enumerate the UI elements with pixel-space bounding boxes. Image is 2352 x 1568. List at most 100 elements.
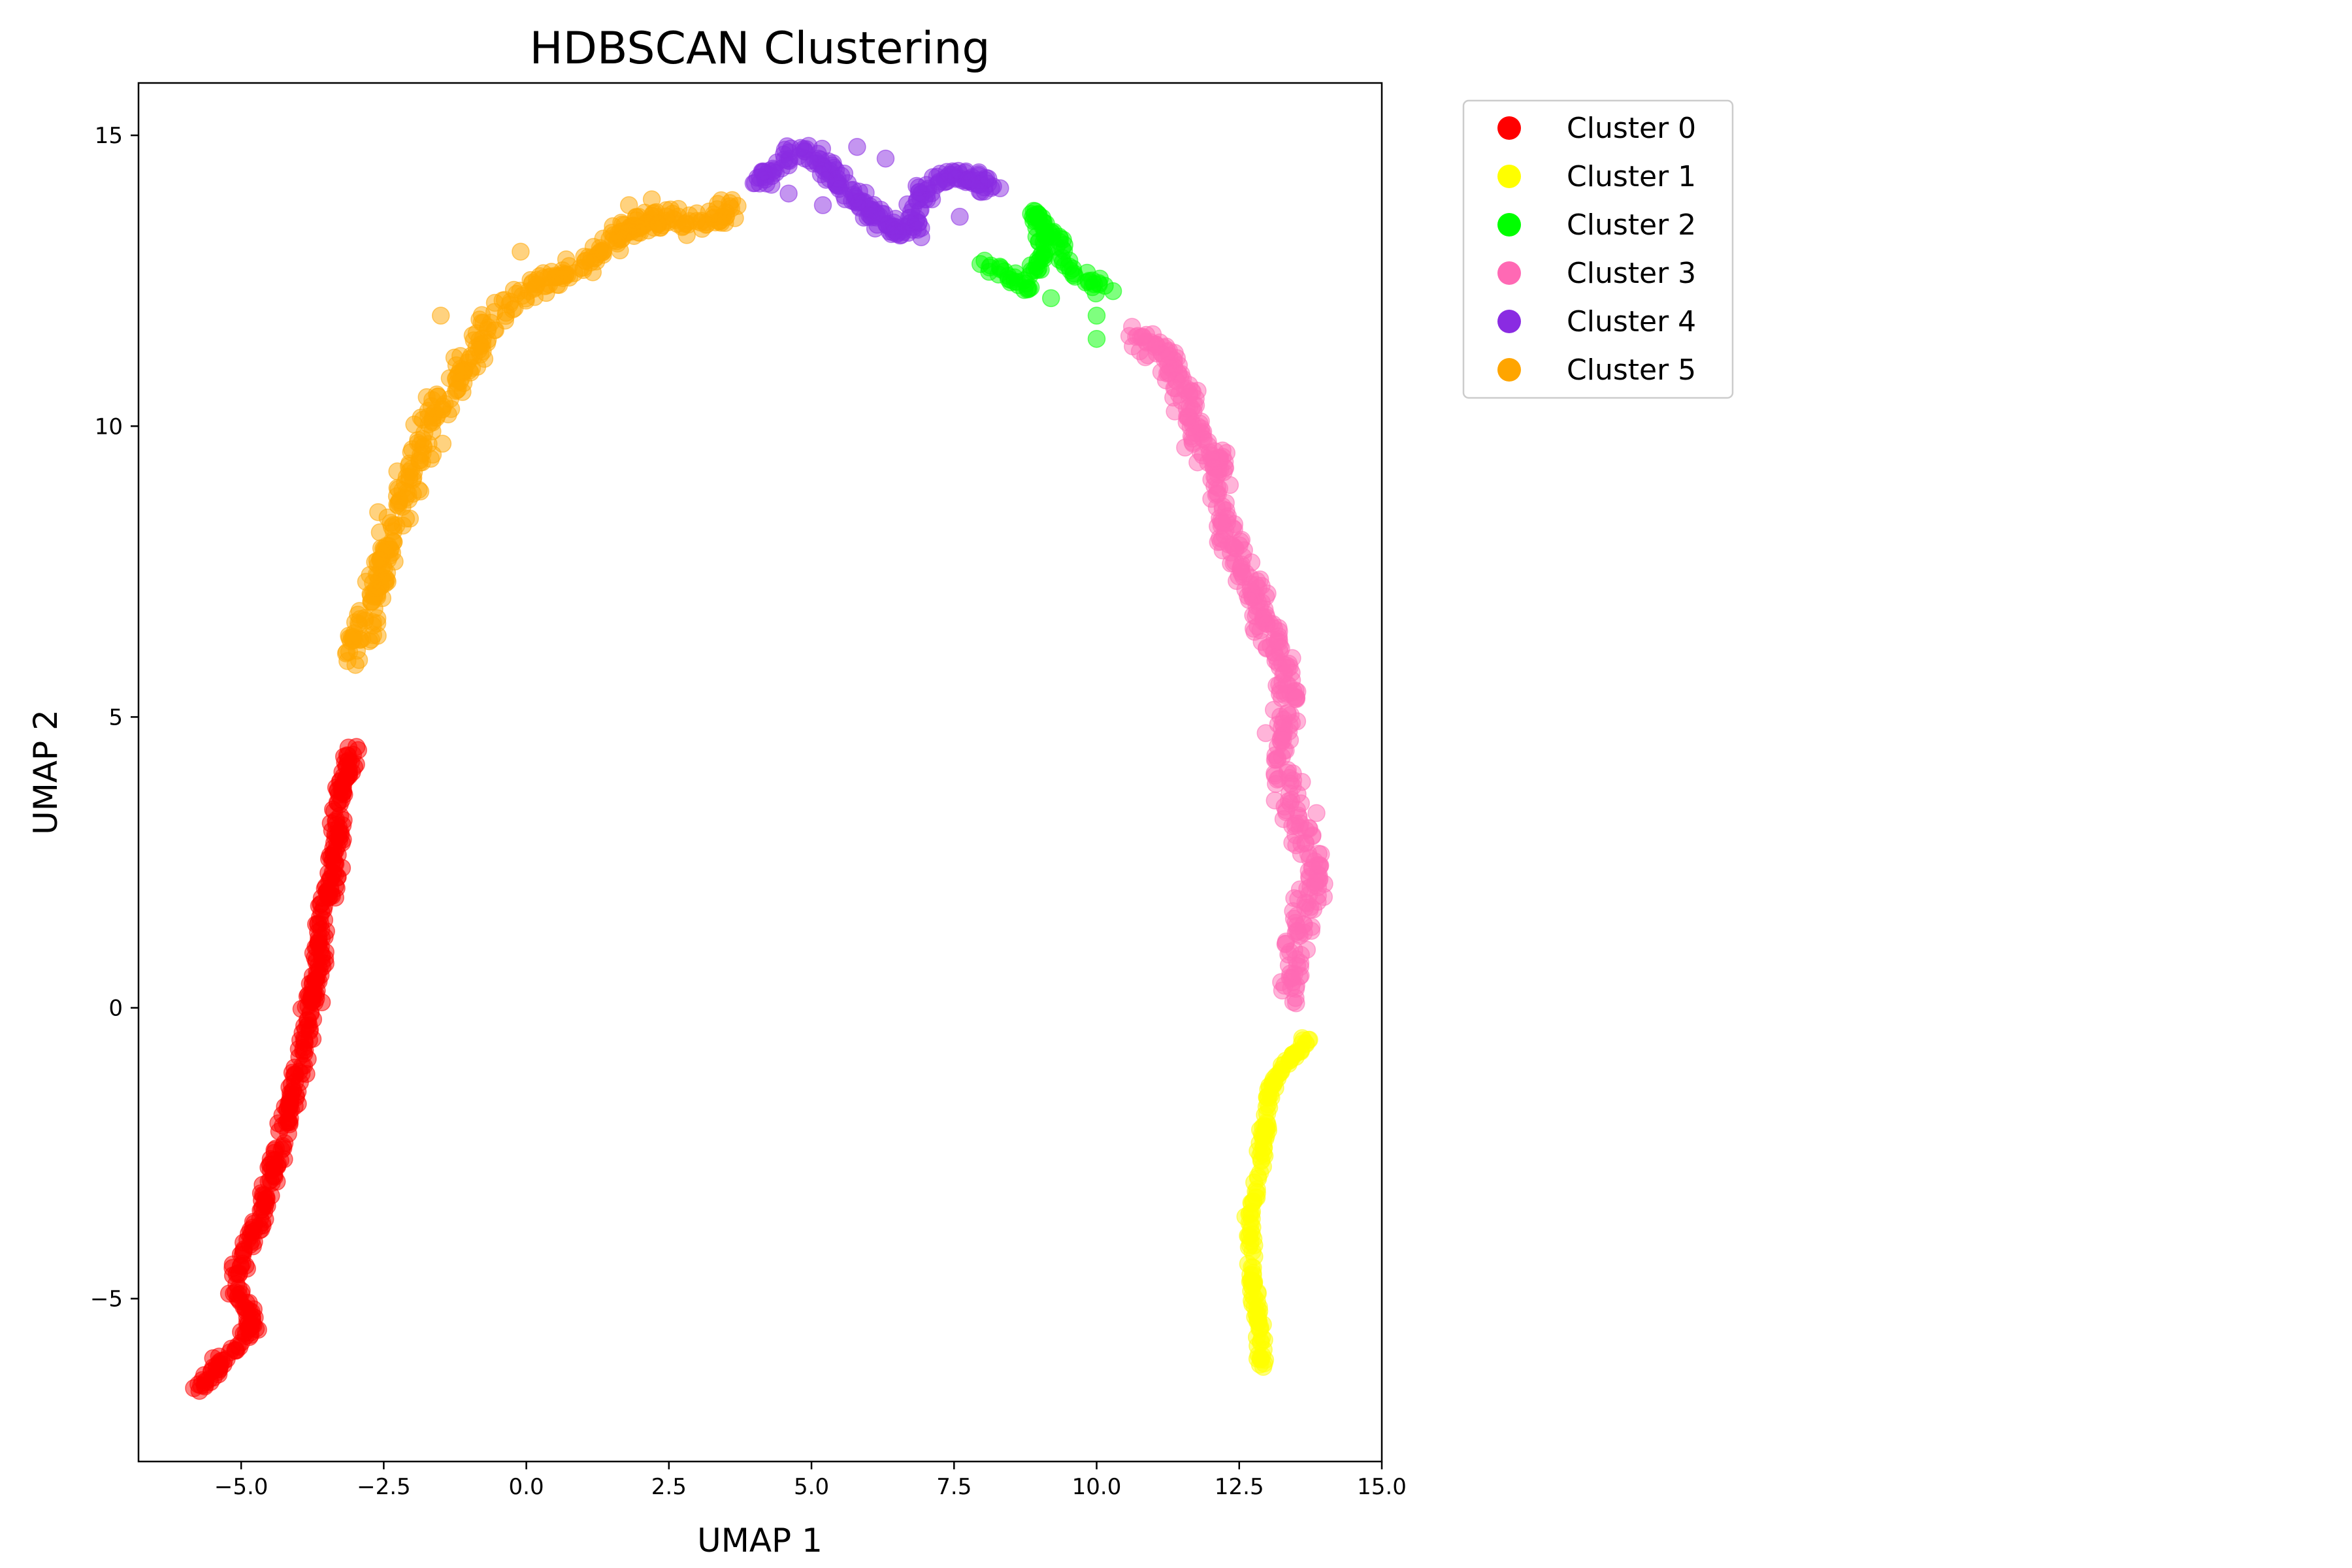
scatter-point (1286, 1045, 1305, 1063)
plot-frame (137, 82, 1383, 1463)
scatter-point (557, 250, 576, 269)
y-tick-label: 15 (95, 123, 123, 149)
scatter-point (1273, 747, 1291, 766)
y-axis: −5 0 5 10 15 (90, 123, 139, 1313)
legend-marker (1497, 358, 1521, 382)
scatter-point (342, 753, 360, 772)
chart-title: HDBSCAN Clustering (529, 23, 990, 74)
scatter-point (1294, 1031, 1313, 1049)
scatter-point (979, 169, 998, 188)
scatter-point (991, 179, 1009, 197)
scatter-point (399, 490, 418, 509)
legend: Cluster 0 Cluster 1 Cluster 2 Cluster 3 Clus… (1462, 99, 1734, 399)
x-axis-title: UMAP 1 (697, 1522, 823, 1560)
scatter-point (876, 149, 895, 168)
scatter-point (203, 1362, 221, 1380)
legend-marker (1497, 116, 1521, 140)
scatter-point (1044, 223, 1063, 241)
legend-label: Cluster 5 (1567, 353, 1696, 387)
scatter-point (447, 356, 466, 374)
scatter-point (832, 167, 851, 185)
scatter-point (1218, 514, 1237, 532)
scatter-point (1207, 498, 1226, 517)
points-layer (185, 137, 1333, 1400)
scatter-point (1287, 690, 1305, 708)
scatter-point (1028, 205, 1047, 223)
scatter-point (717, 206, 736, 225)
y-tick-label: 0 (108, 996, 123, 1022)
scatter-point (431, 306, 450, 325)
scatter-point (338, 643, 356, 662)
scatter-point (382, 514, 400, 532)
scatter-point (860, 206, 879, 224)
x-tick-label: 7.5 (936, 1474, 972, 1500)
scatter-point (1236, 1207, 1254, 1226)
scatter-point (642, 190, 661, 208)
scatter-point (244, 1237, 262, 1256)
scatter-point (1308, 865, 1327, 883)
y-tick-label: 5 (108, 704, 123, 730)
scatter-point (312, 889, 331, 907)
scatter-point (240, 1294, 258, 1312)
scatter-point (380, 540, 399, 559)
scatter-point (369, 503, 387, 521)
series-5 (336, 190, 747, 674)
scatter-point (1041, 289, 1060, 308)
scatter-point (223, 1266, 242, 1284)
scatter-point (1303, 827, 1322, 845)
legend-label: Cluster 1 (1567, 160, 1696, 193)
scatter-point (274, 1137, 292, 1155)
scatter-point (306, 972, 324, 990)
scatter-point (326, 841, 345, 860)
scatter-point (657, 207, 676, 226)
scatter-point (324, 864, 343, 883)
legend-label: Cluster 3 (1567, 257, 1696, 290)
legend-marker (1497, 261, 1521, 285)
scatter-point (474, 314, 493, 332)
scatter-point (1249, 1167, 1267, 1186)
scatter-point (904, 198, 923, 217)
scatter-point (244, 1222, 263, 1241)
scatter-point (261, 1155, 280, 1174)
scatter-point (1249, 617, 1267, 636)
scatter-point (1292, 794, 1310, 813)
scatter-point (240, 1328, 259, 1347)
scatter-point (981, 256, 1000, 275)
scatter-point (350, 616, 368, 634)
scatter-point (1087, 306, 1106, 325)
scatter-point (817, 171, 836, 189)
scatter-point (678, 226, 696, 244)
scatter-point (1222, 554, 1240, 573)
scatter-point (419, 415, 438, 434)
series-0 (185, 738, 367, 1400)
scatter-point (449, 380, 467, 399)
scatter-point (1249, 1313, 1268, 1331)
scatter-point (303, 988, 321, 1006)
scatter-point (364, 626, 382, 644)
scatter-point (1302, 918, 1321, 936)
x-tick-label: 10.0 (1072, 1474, 1122, 1500)
scatter-point (334, 783, 352, 802)
scatter-point (1276, 935, 1295, 954)
scatter-point (1148, 336, 1166, 355)
scatter-point (1209, 532, 1228, 551)
scatter-point (378, 563, 397, 582)
legend-marker (1497, 165, 1521, 188)
scatter-point (1078, 263, 1096, 282)
scatter-point (1245, 1247, 1264, 1266)
scatter-point (1152, 363, 1171, 382)
scatter-point (512, 242, 530, 261)
scatter-point (1206, 468, 1225, 487)
series-1 (1236, 1029, 1318, 1376)
scatter-point (1278, 764, 1297, 782)
scatter-point (1289, 890, 1307, 908)
scatter-point (1188, 424, 1206, 442)
scatter-point (278, 1100, 297, 1119)
scatter-point (1241, 1227, 1259, 1245)
scatter-point (253, 1175, 272, 1194)
scatter-point (304, 1010, 323, 1028)
scatter-point (1005, 272, 1024, 291)
scatter-point (309, 915, 327, 934)
scatter-point (1027, 257, 1046, 276)
